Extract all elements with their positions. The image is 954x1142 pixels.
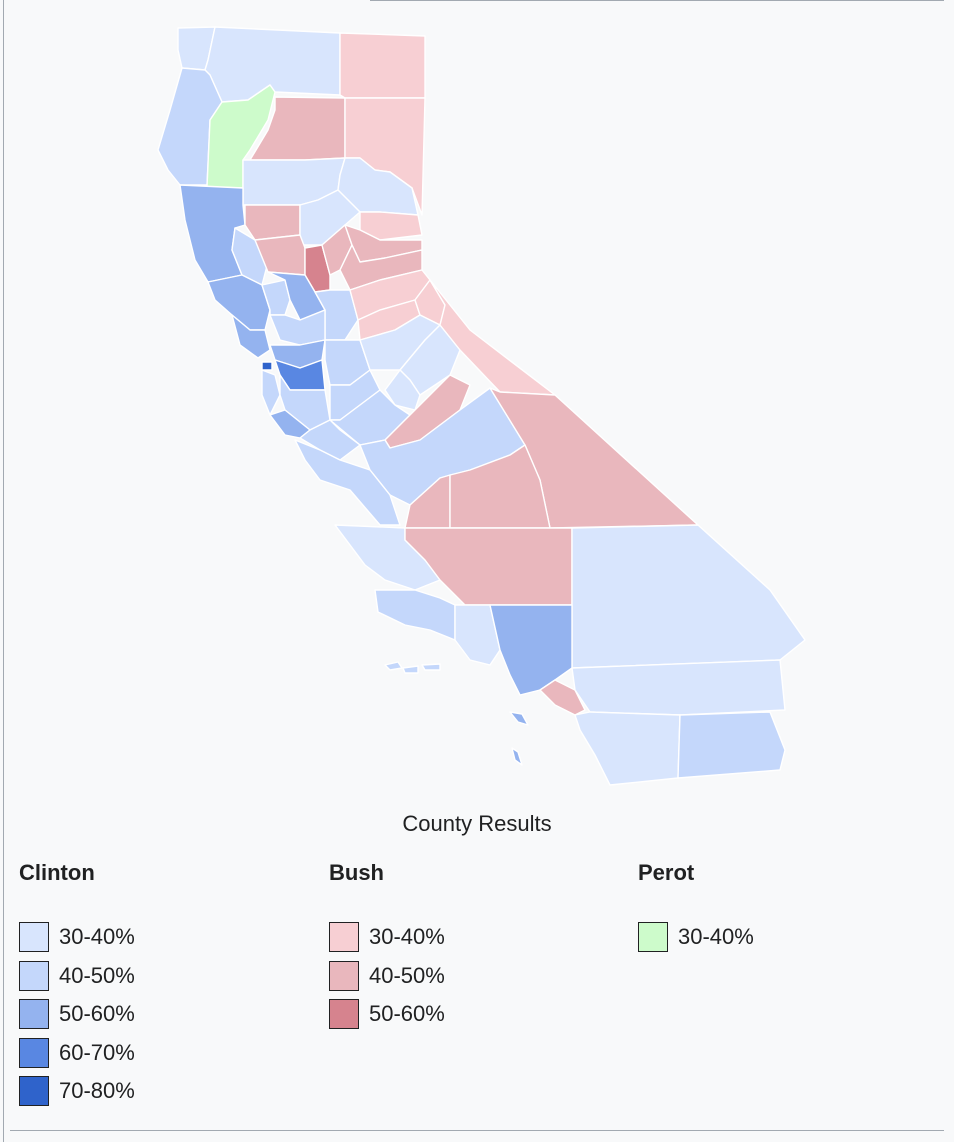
legend-label: 50-60%: [369, 1001, 445, 1027]
county-san-diego[interactable]: [574, 711, 681, 786]
island-santa-catalina: [509, 711, 529, 726]
legend-clinton: Clinton 30-40% 40-50% 50-60% 60-70% 70-8…: [19, 860, 319, 1111]
county-mono[interactable]: [429, 279, 556, 396]
county-san-francisco[interactable]: [261, 361, 273, 371]
legend-item: 40-50%: [329, 957, 629, 996]
legend-swatch: [329, 922, 359, 953]
frame-border-bottom: [10, 1130, 944, 1131]
legend-swatch: [19, 960, 49, 991]
county-glenn[interactable]: [244, 204, 301, 241]
legend-swatch: [19, 999, 49, 1030]
legend-swatch: [638, 922, 668, 953]
island-santa-cruz: [402, 665, 419, 674]
legend-item: 60-70%: [19, 1034, 319, 1073]
legend-label: 40-50%: [369, 962, 445, 988]
legend-item: 50-60%: [19, 995, 319, 1034]
county-los-angeles[interactable]: [489, 604, 573, 696]
legend-bush: Bush 30-40% 40-50% 50-60%: [329, 860, 629, 1034]
legend-item: 50-60%: [329, 995, 629, 1034]
county-san-mateo[interactable]: [261, 369, 281, 416]
map-caption: County Results: [402, 811, 552, 836]
legend-swatch: [19, 1076, 49, 1107]
california-county-map: [157, 26, 806, 786]
county-trinity[interactable]: [206, 84, 276, 189]
island-anacapa: [421, 663, 441, 671]
county-kern[interactable]: [404, 527, 573, 606]
legend-item: 40-50%: [19, 957, 319, 996]
island-santa-rosa: [384, 661, 403, 671]
county-santa-barbara[interactable]: [374, 589, 456, 641]
county-riverside[interactable]: [571, 659, 786, 716]
legend-label: 30-40%: [59, 924, 135, 950]
legend-heading-clinton: Clinton: [19, 860, 95, 885]
county-solano[interactable]: [269, 309, 326, 346]
legend-label: 70-80%: [59, 1078, 135, 1104]
legend-perot: Perot 30-40%: [638, 860, 938, 957]
island-san-clemente: [511, 747, 523, 766]
county-modoc[interactable]: [339, 32, 426, 99]
legend-item: 30-40%: [638, 918, 938, 957]
legend-swatch: [19, 922, 49, 953]
county-monterey[interactable]: [294, 439, 401, 526]
frame-border-top: [370, 0, 944, 1]
county-marin[interactable]: [231, 314, 271, 359]
legend-label: 50-60%: [59, 1001, 135, 1027]
legend-heading-bush: Bush: [329, 860, 384, 885]
legend-swatch: [329, 999, 359, 1030]
legend-swatch: [329, 960, 359, 991]
legend-label: 30-40%: [678, 924, 754, 950]
legend-item: 70-80%: [19, 1072, 319, 1111]
legend-heading-perot: Perot: [638, 860, 695, 885]
county-orange[interactable]: [539, 679, 586, 716]
county-imperial[interactable]: [677, 711, 786, 779]
legend-label: 40-50%: [59, 962, 135, 988]
legend-item: 30-40%: [19, 918, 319, 957]
legend-label: 60-70%: [59, 1039, 135, 1065]
legend-item: 30-40%: [329, 918, 629, 957]
legend-label: 30-40%: [369, 924, 445, 950]
legend-swatch: [19, 1037, 49, 1068]
county-san-bernardino[interactable]: [571, 524, 806, 669]
frame-border-left: [3, 0, 4, 1142]
